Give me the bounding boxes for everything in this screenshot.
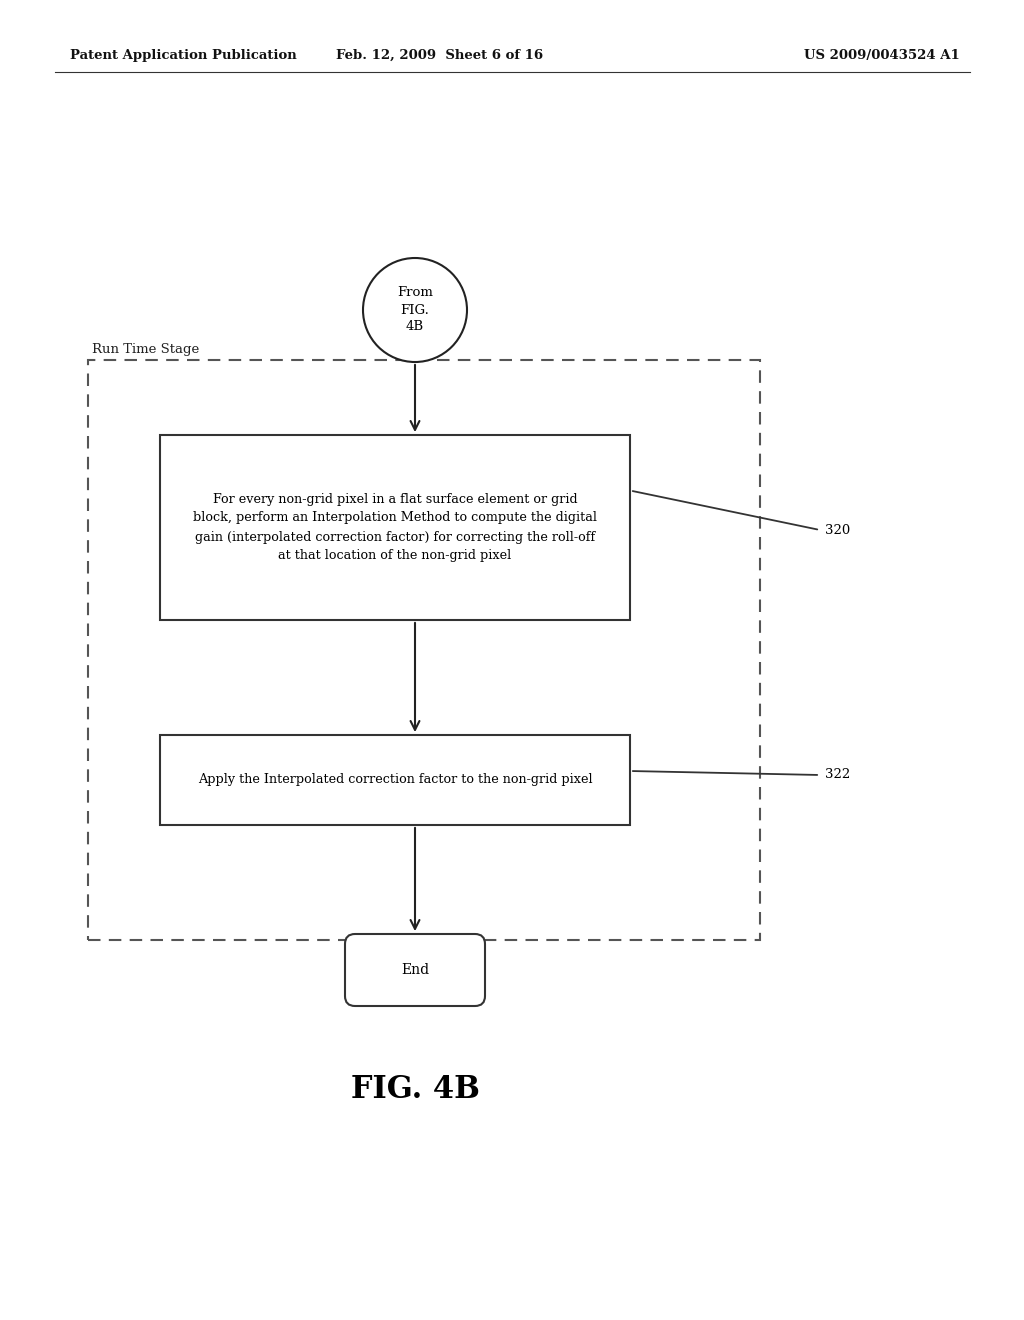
Text: 322: 322: [825, 768, 850, 781]
FancyBboxPatch shape: [160, 735, 630, 825]
Text: Patent Application Publication: Patent Application Publication: [70, 49, 297, 62]
Text: From
FIG.
4B: From FIG. 4B: [397, 286, 433, 334]
Text: End: End: [401, 964, 429, 977]
FancyBboxPatch shape: [160, 436, 630, 620]
Text: 320: 320: [825, 524, 850, 536]
Text: Apply the Interpolated correction factor to the non-grid pixel: Apply the Interpolated correction factor…: [198, 774, 592, 787]
Text: Run Time Stage: Run Time Stage: [92, 343, 200, 356]
Text: US 2009/0043524 A1: US 2009/0043524 A1: [804, 49, 961, 62]
Text: Feb. 12, 2009  Sheet 6 of 16: Feb. 12, 2009 Sheet 6 of 16: [337, 49, 544, 62]
FancyBboxPatch shape: [345, 935, 485, 1006]
Ellipse shape: [362, 257, 467, 362]
Text: For every non-grid pixel in a flat surface element or grid
block, perform an Int: For every non-grid pixel in a flat surfa…: [193, 492, 597, 562]
Text: FIG. 4B: FIG. 4B: [350, 1074, 479, 1106]
